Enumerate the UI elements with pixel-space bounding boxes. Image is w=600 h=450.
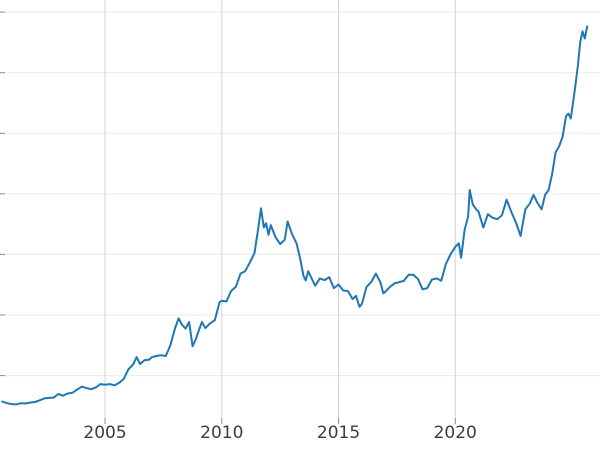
- x-tick-label: 2015: [316, 423, 361, 443]
- x-tick-label: 2020: [433, 423, 477, 443]
- x-tick-label: 2010: [200, 423, 244, 443]
- data-series-line: [1, 25, 589, 406]
- x-tick-label: 2005: [83, 423, 127, 443]
